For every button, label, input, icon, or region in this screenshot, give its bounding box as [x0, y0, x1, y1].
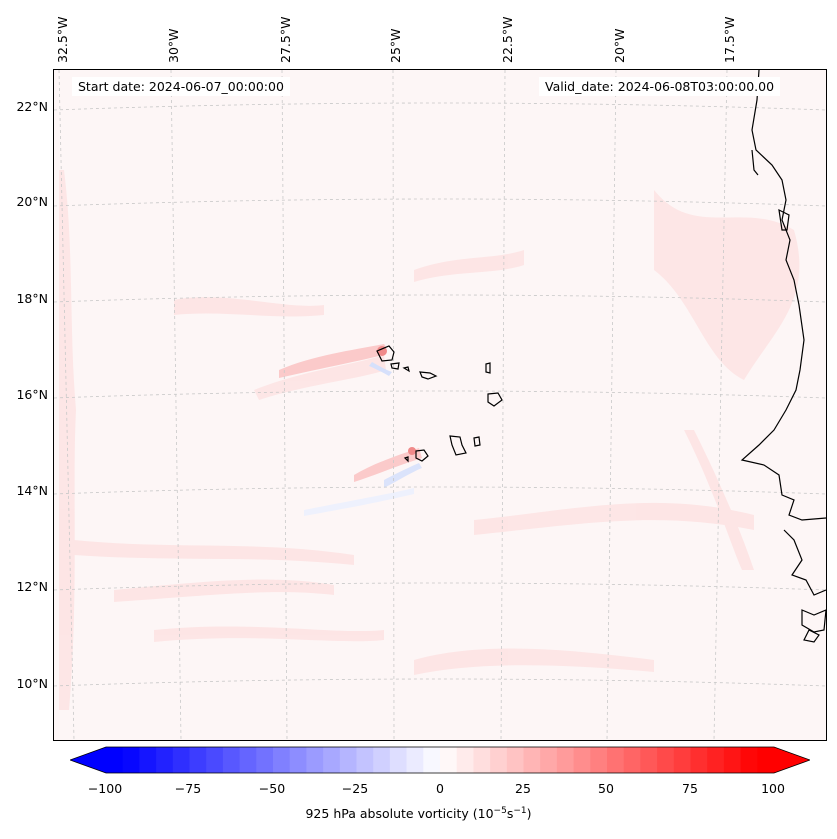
- valid-date-label: Valid_date: 2024-06-08T03:00:00.00: [539, 77, 781, 96]
- lat-label-12n: 12°N: [16, 579, 48, 594]
- colorbar-segment: [707, 747, 725, 773]
- colorbar-segment: [690, 747, 708, 773]
- colorbar-segment: [590, 747, 608, 773]
- colorbar-segment: [156, 747, 174, 773]
- colorbar-segment: [222, 747, 241, 773]
- start-date-label: Start date: 2024-06-07_00:00:00: [72, 77, 290, 96]
- colorbar-segment: [723, 747, 742, 773]
- colorbar-segment: [289, 747, 307, 773]
- colorbar-min-extend: [70, 747, 106, 773]
- island-sal: [485, 362, 491, 374]
- island-santiago: [449, 435, 467, 456]
- colorbar-segment: [440, 747, 458, 773]
- colorbar-segment: [106, 747, 124, 773]
- colorbar-segment: [506, 747, 524, 773]
- lat-label-20n: 20°N: [16, 194, 48, 209]
- colorbar-segment: [640, 747, 658, 773]
- colorbar-segment: [657, 747, 675, 773]
- colorbar-segment: [423, 747, 441, 773]
- lat-label-16n: 16°N: [16, 387, 48, 402]
- lon-label-20w: 20°W: [612, 28, 627, 63]
- colorbar-segment: [206, 747, 224, 773]
- lat-label-10n: 10°N: [16, 676, 48, 691]
- island-fogo: [415, 449, 429, 462]
- colorbar-segment: [456, 747, 474, 773]
- colorbar-outline: [70, 746, 810, 774]
- colorbar: [70, 746, 810, 774]
- lon-label-17-5w: 17.5°W: [722, 16, 737, 63]
- coastlines: [376, 70, 826, 643]
- colorbar-segment: [239, 747, 257, 773]
- vorticity-map: [54, 70, 826, 740]
- lon-label-27-5w: 27.5°W: [278, 16, 293, 63]
- island-sao-nicolau: [419, 371, 438, 380]
- colorbar-tick-0: 0: [436, 781, 444, 796]
- colorbar-tick-minus-100: −100: [87, 781, 123, 796]
- colorbar-segment: [139, 747, 157, 773]
- lat-label-18n: 18°N: [16, 291, 48, 306]
- lon-label-32-5w: 32.5°W: [55, 16, 70, 63]
- colorbar-tick-100: 100: [761, 781, 785, 796]
- colorbar-segment: [256, 747, 274, 773]
- island-boa-vista: [487, 392, 503, 407]
- lon-label-25w: 25°W: [388, 28, 403, 63]
- graticule: [54, 70, 826, 740]
- colorbar-tick-minus-50: −50: [258, 781, 286, 796]
- colorbar-segment: [172, 747, 190, 773]
- colorbar-segment: [607, 747, 625, 773]
- colorbar-segment: [490, 747, 508, 773]
- colorbar-segment: [540, 747, 558, 773]
- colorbar-tick-25: 25: [515, 781, 531, 796]
- lat-label-14n: 14°N: [16, 483, 48, 498]
- colorbar-label: 925 hPa absolute vorticity (10−5s−1): [305, 806, 532, 822]
- island-sao-vicente: [390, 362, 400, 370]
- lat-label-22n: 22°N: [16, 99, 48, 114]
- colorbar-tick-75: 75: [682, 781, 698, 796]
- colorbar-segment: [556, 747, 575, 773]
- lon-label-22-5w: 22.5°W: [500, 16, 515, 63]
- map-panel[interactable]: [53, 69, 827, 741]
- colorbar-segment: [740, 747, 758, 773]
- colorbar-segment: [757, 747, 775, 773]
- colorbar-segment: [389, 747, 408, 773]
- colorbar-segment: [673, 747, 691, 773]
- lon-label-30w: 30°W: [166, 28, 181, 63]
- colorbar-max-extend: [774, 747, 810, 773]
- island-wake-features: [279, 344, 422, 516]
- west-africa-coastline: [740, 70, 826, 521]
- colorbar-tick-50: 50: [598, 781, 614, 796]
- colorbar-segment: [623, 747, 641, 773]
- colorbar-segment: [573, 747, 591, 773]
- colorbar-segment: [306, 747, 324, 773]
- colorbar-segment: [273, 747, 291, 773]
- colorbar-tick-minus-75: −75: [174, 781, 202, 796]
- colorbar-segment: [189, 747, 207, 773]
- island-maio: [473, 436, 481, 447]
- colorbar-segment: [356, 747, 374, 773]
- colorbar-segment: [373, 747, 391, 773]
- colorbar-segment: [323, 747, 341, 773]
- colorbar-segment: [122, 747, 140, 773]
- colorbar-segment: [523, 747, 541, 773]
- island-brava: [403, 456, 409, 463]
- colorbar-tick-minus-25: −25: [341, 781, 369, 796]
- colorbar-segment: [339, 747, 357, 773]
- colorbar-segment: [473, 747, 491, 773]
- island-santo-antao: [376, 345, 395, 362]
- colorbar-segment: [406, 747, 424, 773]
- positive-vorticity-streaks: [59, 170, 800, 710]
